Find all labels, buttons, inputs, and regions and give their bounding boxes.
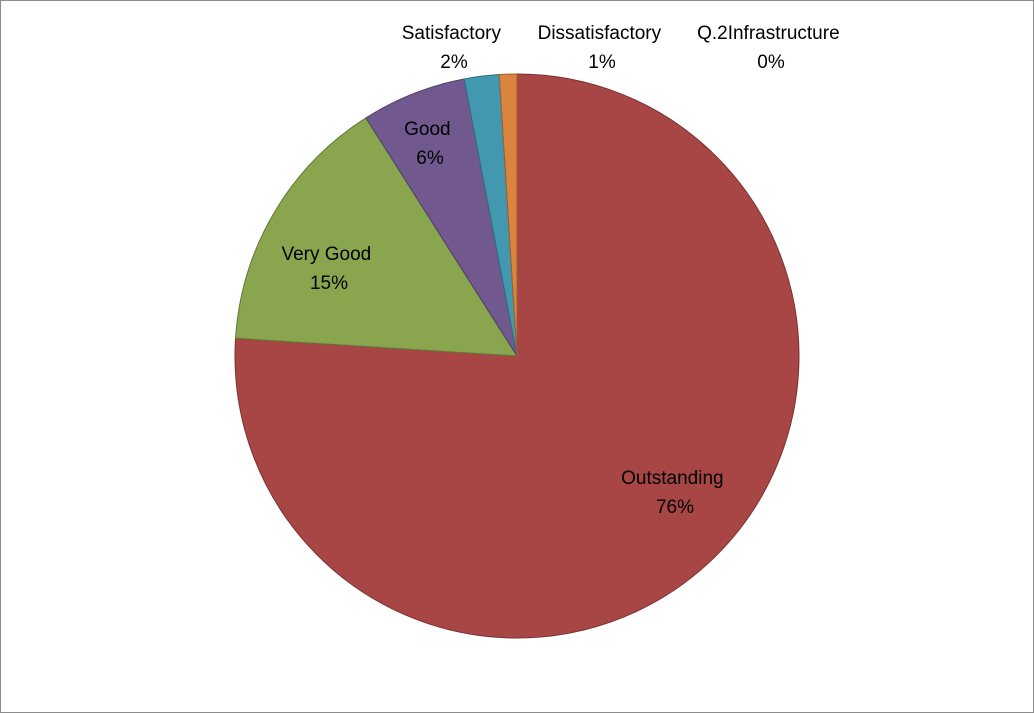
- slice-label-satisfactory: Satisfactory 2%: [402, 23, 507, 73]
- slice-label-outstanding: Outstanding 76%: [621, 468, 729, 518]
- slice-labels: Outstanding 76% Very Good 15% Good 6% Sa…: [281, 23, 845, 518]
- pie-slices: [234, 73, 800, 639]
- slice-label-dissatisfactory: Dissatisfactory 1%: [538, 23, 667, 73]
- slice-label-q2infrastructure: Q.2Infrastructure 0%: [697, 23, 845, 73]
- slice-label-very-good: Very Good 15%: [281, 244, 376, 294]
- pie-slice-dissatisfactory: [498, 73, 518, 357]
- slice-label-good: Good 6%: [404, 119, 456, 169]
- pie-slice-very-good: [235, 117, 518, 357]
